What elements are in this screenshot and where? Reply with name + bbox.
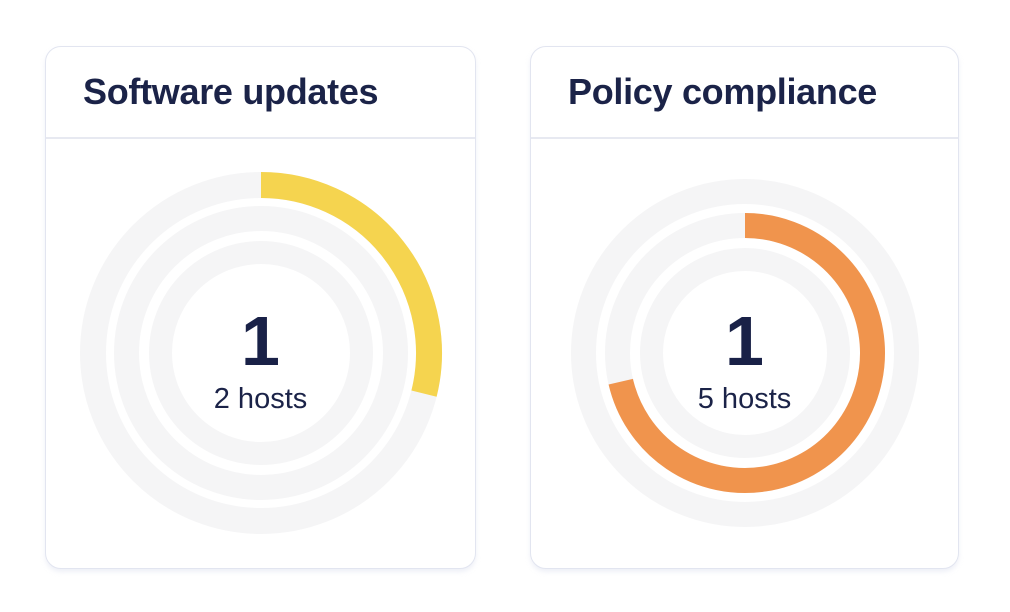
card-header: Policy compliance bbox=[531, 47, 958, 139]
donut-value-arc-outer bbox=[260, 171, 442, 397]
card-title: Policy compliance bbox=[568, 71, 878, 112]
donut-svg bbox=[79, 171, 442, 534]
policy-compliance-card: Policy compliance 1 5 hosts bbox=[530, 46, 959, 569]
card-title: Software updates bbox=[83, 71, 379, 112]
dashboard: Software updates 1 2 hosts Policy compli… bbox=[45, 46, 959, 569]
card-header: Software updates bbox=[46, 47, 475, 139]
donut-ring-track-inner bbox=[639, 247, 850, 458]
donut-ring-track-middle bbox=[113, 205, 408, 500]
card-body: 1 2 hosts bbox=[46, 139, 475, 566]
donut-ring-track-outer bbox=[570, 178, 919, 527]
software-updates-donut-chart[interactable]: 1 2 hosts bbox=[46, 139, 475, 566]
donut-svg bbox=[570, 178, 919, 527]
donut-ring-track-inner bbox=[148, 240, 373, 465]
donut-value-arc-middle bbox=[608, 212, 885, 493]
card-body: 1 5 hosts bbox=[531, 139, 958, 566]
software-updates-card: Software updates 1 2 hosts bbox=[45, 46, 476, 569]
policy-compliance-donut-chart[interactable]: 1 5 hosts bbox=[531, 139, 958, 566]
